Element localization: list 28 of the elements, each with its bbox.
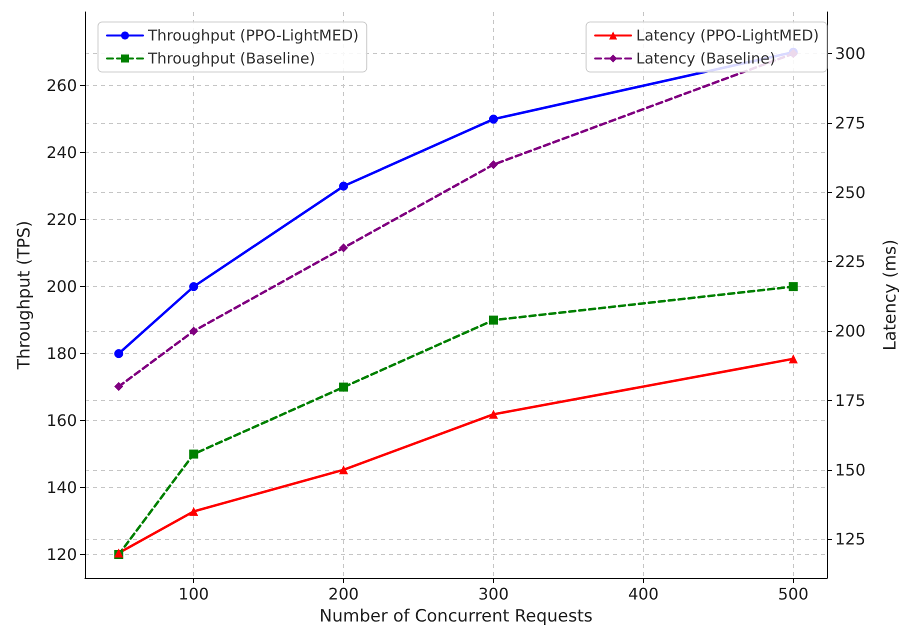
y2-tick-label: 225	[835, 252, 866, 272]
legend-label: Latency (PPO-LightMED)	[636, 26, 820, 44]
legend-label: Throughput (PPO-LightMED)	[147, 26, 359, 44]
y-tick-label: 220	[46, 210, 77, 230]
y-tick-label: 160	[46, 411, 77, 430]
y2-tick-label: 200	[835, 322, 866, 341]
y-tick-label: 200	[46, 277, 77, 296]
legend-label: Throughput (Baseline)	[147, 50, 316, 68]
y-axis-title: Throughput (TPS)	[14, 220, 34, 370]
y-tick-label: 260	[46, 76, 77, 96]
x-tick-label: 400	[628, 584, 659, 604]
y2-tick-label: 275	[835, 113, 866, 132]
y2-tick-label: 150	[835, 460, 866, 480]
y2-tick-label: 175	[835, 390, 866, 410]
y2-tick-label: 125	[835, 530, 866, 549]
x-tick-label: 100	[178, 584, 209, 604]
y-tick-label: 180	[46, 344, 77, 364]
x-axis-title: Number of Concurrent Requests	[319, 606, 593, 626]
legend-label: Latency (Baseline)	[636, 50, 776, 68]
x-tick-label: 200	[328, 584, 359, 604]
x-tick-label: 300	[478, 584, 509, 604]
y-tick-label: 240	[46, 143, 77, 162]
y2-axis-title: Latency (ms)	[880, 239, 900, 351]
y-tick-label: 140	[46, 478, 77, 498]
x-tick-label: 500	[778, 584, 809, 604]
y2-tick-label: 250	[835, 182, 866, 202]
y2-tick-label: 300	[835, 44, 866, 64]
y-tick-label: 120	[46, 545, 77, 564]
